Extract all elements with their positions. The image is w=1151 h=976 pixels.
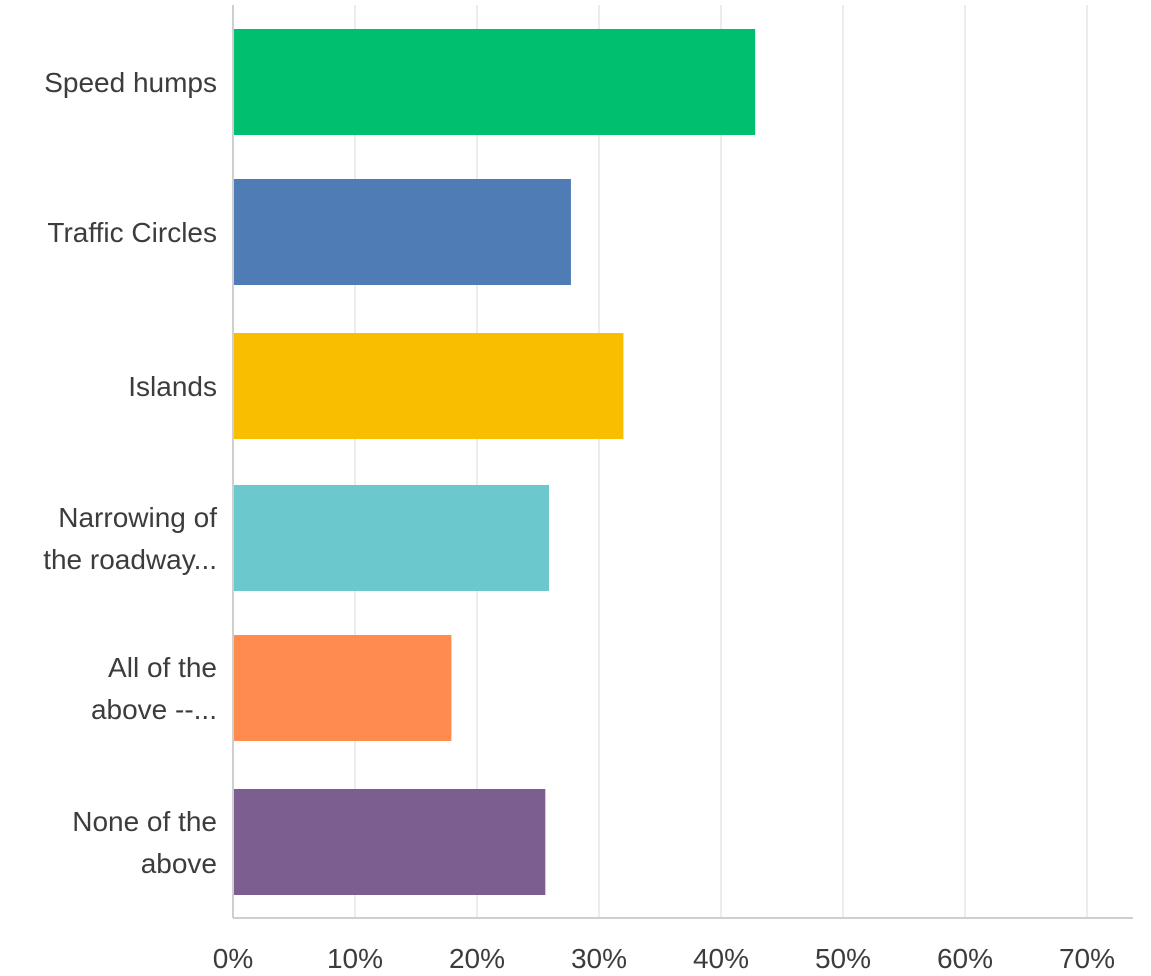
x-tick-label: 0% xyxy=(213,943,253,974)
bar xyxy=(234,29,756,135)
bar xyxy=(234,635,452,741)
bar xyxy=(234,485,549,591)
category-labels: Speed humps Traffic Circles Islands Narrowi… xyxy=(43,67,217,879)
x-tick-labels: 0% 10% 20% 30% 40% 50% 60% 70% xyxy=(213,943,1115,974)
category-label: Narrowing of the roadway... xyxy=(43,502,217,575)
category-label: Islands xyxy=(128,371,217,402)
bars xyxy=(234,29,756,895)
gridlines xyxy=(354,5,1088,918)
category-label: All of the above --... xyxy=(91,652,217,725)
category-label: Speed humps xyxy=(44,67,217,98)
axes xyxy=(232,5,1133,919)
x-tick-label: 30% xyxy=(571,943,627,974)
x-tick-label: 50% xyxy=(815,943,871,974)
bar xyxy=(234,179,571,285)
category-label: Traffic Circles xyxy=(47,217,217,248)
x-tick-label: 70% xyxy=(1059,943,1115,974)
bar xyxy=(234,333,624,439)
x-tick-label: 20% xyxy=(449,943,505,974)
x-tick-label: 10% xyxy=(327,943,383,974)
category-label: None of the above xyxy=(72,806,217,879)
x-tick-label: 60% xyxy=(937,943,993,974)
x-tick-label: 40% xyxy=(693,943,749,974)
bar xyxy=(234,789,546,895)
